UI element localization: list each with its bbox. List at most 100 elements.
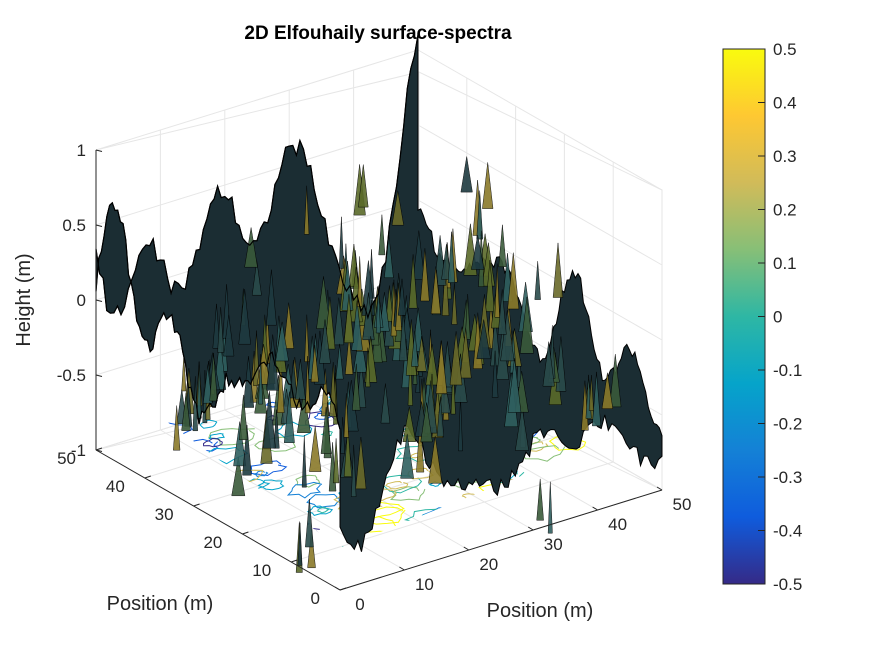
contour-line	[306, 505, 334, 516]
surface-peak	[283, 391, 295, 443]
surface-peak	[344, 335, 354, 375]
contour-line	[257, 479, 285, 491]
y-tick	[144, 475, 151, 479]
contour-line	[521, 445, 566, 462]
contour-line	[295, 474, 321, 488]
surface-peak	[365, 347, 371, 388]
surface-peak	[333, 297, 345, 346]
surface-peak	[470, 234, 485, 270]
surface-peak	[378, 214, 386, 256]
surface-peak	[407, 350, 413, 406]
surface-peak	[460, 156, 473, 193]
colorbar-tick-label: -0.3	[773, 468, 802, 487]
surface-peak	[301, 435, 307, 488]
z-tick	[95, 299, 103, 302]
contour-line	[272, 534, 287, 540]
surface-peak	[262, 391, 276, 449]
surface-peak	[309, 426, 322, 472]
surface-peak	[343, 294, 354, 344]
surface-peak	[332, 438, 340, 484]
surface-peak	[459, 327, 472, 379]
contour-line	[317, 506, 330, 514]
contour-line	[378, 543, 400, 548]
surface-peak	[430, 266, 441, 315]
x-tick	[656, 486, 663, 491]
surface-peak	[494, 263, 500, 318]
z-tick-label: 0	[77, 291, 86, 310]
contour-line	[413, 532, 439, 545]
surface-peak	[338, 216, 344, 269]
surface-peak	[497, 289, 507, 335]
surface-peak	[181, 392, 191, 431]
contour-line	[593, 474, 621, 487]
contour-line	[208, 428, 255, 446]
surface-peak	[536, 478, 544, 521]
contour-line	[507, 522, 530, 533]
colorbar-tick-label: -0.4	[773, 522, 802, 541]
x-tick-label: 20	[479, 555, 498, 574]
surface-peak	[482, 162, 494, 209]
surface-peak	[411, 330, 419, 367]
surface-peak	[275, 321, 289, 362]
surface-peak	[380, 383, 391, 424]
z-tick	[95, 224, 103, 227]
x-tick	[592, 506, 598, 511]
contour-line	[403, 555, 418, 560]
colorbar-tick-label: -0.1	[773, 361, 802, 380]
contour-line	[389, 486, 426, 501]
contour-line	[112, 448, 151, 465]
contour-line	[420, 512, 446, 522]
z-tick-label: 1	[77, 141, 86, 160]
y-tick-label: 40	[106, 477, 125, 496]
contour-line	[189, 501, 222, 514]
surface-peak	[542, 341, 555, 387]
grid-line	[291, 461, 614, 563]
surface-peak	[233, 421, 247, 467]
surface-peak	[242, 424, 252, 476]
surface-peak	[436, 396, 445, 437]
colorbar-tick-label: 0.4	[773, 94, 797, 113]
chart-title: 2D Elfouhaily surface-spectra	[244, 23, 512, 44]
surface-peak	[173, 405, 181, 451]
surface	[95, 34, 663, 573]
surface-peak	[428, 435, 443, 484]
surface-peak	[251, 260, 262, 296]
grid-line	[95, 49, 663, 191]
z-tick	[95, 449, 103, 452]
y-tick	[339, 587, 347, 591]
surface-peak	[304, 356, 311, 414]
z-axis-label: Height (m)	[13, 253, 35, 346]
surface-peak	[399, 311, 408, 362]
surface-peak	[202, 365, 213, 404]
contour-line	[202, 437, 223, 448]
contour-line	[190, 496, 227, 513]
surface-peak	[451, 283, 458, 325]
z-tick-label: -0.5	[57, 366, 86, 385]
surface-mesh	[173, 156, 622, 573]
surface-peak	[319, 319, 331, 364]
contour-line	[211, 512, 255, 532]
grid-line	[160, 429, 405, 571]
surface-peak	[266, 269, 277, 326]
surface-peak	[343, 425, 352, 477]
surface-peak	[416, 335, 427, 372]
surface-peak	[223, 314, 235, 357]
contour-line	[391, 541, 425, 548]
contour-line	[379, 474, 423, 494]
surface-peak	[391, 190, 404, 226]
surface-peak	[450, 364, 456, 415]
x-tick	[399, 566, 405, 571]
contour-line	[199, 419, 218, 429]
contour-line	[416, 540, 445, 548]
surface-peak	[238, 394, 248, 441]
surface-peak	[447, 231, 456, 283]
surface-peak	[491, 350, 499, 398]
y-tick	[95, 447, 103, 451]
surface-peak	[304, 314, 310, 362]
colorbar-tick-label: 0.3	[773, 147, 797, 166]
surface-peak	[476, 190, 484, 240]
y-tick-label: 20	[203, 533, 222, 552]
surface-peak	[420, 402, 433, 443]
contour-line	[306, 493, 342, 509]
